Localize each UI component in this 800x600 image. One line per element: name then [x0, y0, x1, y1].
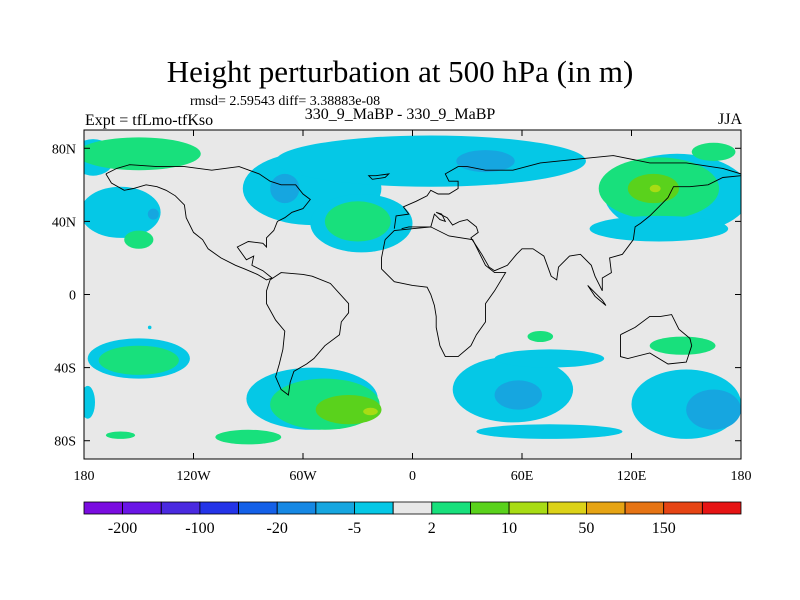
colorbar-box	[547, 501, 587, 515]
colorbar-box	[199, 501, 239, 515]
contour-region	[494, 349, 605, 368]
chart-title: Height perturbation at 500 hPa (in m)	[166, 54, 634, 89]
contour-region	[494, 380, 542, 410]
coastline	[266, 272, 350, 396]
colorbar-label: -5	[348, 520, 361, 537]
colorbar-box	[702, 501, 742, 515]
x-tick-label: 120W	[176, 469, 211, 484]
contour-region	[98, 345, 179, 375]
colorbar-box	[470, 501, 510, 515]
x-tick-label: 0	[409, 469, 416, 484]
colorbar-box	[122, 501, 162, 515]
contour-region	[124, 230, 154, 249]
plot-area	[84, 130, 741, 459]
x-tick-label: 60W	[289, 469, 317, 484]
contour-region	[456, 150, 515, 173]
contour-region	[215, 429, 282, 445]
x-tick-label: 60E	[511, 469, 534, 484]
coastline	[393, 155, 741, 229]
contour-region	[476, 424, 623, 439]
coastline	[587, 285, 607, 306]
x-tick-label: 180	[731, 469, 752, 484]
contour-region	[105, 431, 136, 439]
colorbar-box	[508, 501, 549, 515]
colorbar-box	[276, 501, 317, 515]
contour-region	[275, 135, 586, 187]
experiment-label: Expt = tfLmo-tfKso	[85, 112, 214, 129]
y-tick-label: 80S	[54, 435, 76, 450]
y-tick-label: 40N	[52, 215, 76, 230]
colorbar-label: -20	[267, 520, 288, 537]
colorbar-label: 150	[652, 520, 676, 537]
y-tick-label: 40S	[54, 362, 76, 377]
colorbar-label: -200	[108, 520, 137, 537]
colorbar-label: -100	[185, 520, 214, 537]
contour-region	[270, 173, 300, 204]
x-tick-label: 180	[74, 469, 95, 484]
y-tick-label: 80N	[52, 142, 76, 157]
contour-region	[649, 336, 716, 355]
x-tick-label: 120E	[617, 469, 647, 484]
case-label: 330_9_MaBP - 330_9_MaBP	[304, 106, 496, 123]
colorbar-label: 50	[578, 520, 594, 537]
colorbar-box	[354, 501, 394, 515]
contour-region	[84, 385, 95, 419]
colorbar: -200 -100 -20 -5 2 10 50 150	[83, 501, 742, 537]
coastline	[459, 175, 741, 292]
coastline	[401, 211, 461, 230]
coastline	[620, 314, 693, 365]
contour-region	[649, 184, 661, 193]
colorbar-box	[392, 501, 433, 515]
contour-region	[686, 389, 741, 430]
contour-region	[363, 407, 378, 416]
contour-region	[589, 215, 729, 242]
axis-ticks: 180 120W 60W 0 60E 120E 180 80N 40N 0 40S 80S	[52, 130, 752, 484]
season-label: JJA	[717, 111, 742, 128]
colorbar-label: 10	[501, 520, 517, 537]
coastline	[381, 226, 507, 358]
colorbar-box	[238, 501, 278, 515]
contour-region	[147, 208, 159, 220]
colorbar-box	[315, 501, 355, 515]
contour-region	[691, 142, 736, 161]
colorbar-box	[624, 501, 665, 515]
contour-region	[84, 137, 201, 171]
coastline	[367, 173, 391, 180]
contour-region	[324, 201, 391, 242]
colorbar-box	[586, 501, 626, 515]
stats-line: rmsd= 2.59543 diff= 3.38883e-08	[190, 94, 381, 109]
colorbar-box	[663, 501, 703, 515]
coastline	[105, 164, 311, 281]
contour-region	[527, 331, 554, 342]
contour-region	[315, 395, 382, 425]
colorbar-box	[431, 501, 471, 515]
contour-region	[147, 325, 152, 330]
contour-region	[84, 186, 161, 238]
colorbar-label: 2	[428, 520, 436, 537]
colorbar-box	[160, 501, 201, 515]
colorbar-box	[83, 501, 123, 515]
y-tick-label: 0	[69, 289, 76, 304]
